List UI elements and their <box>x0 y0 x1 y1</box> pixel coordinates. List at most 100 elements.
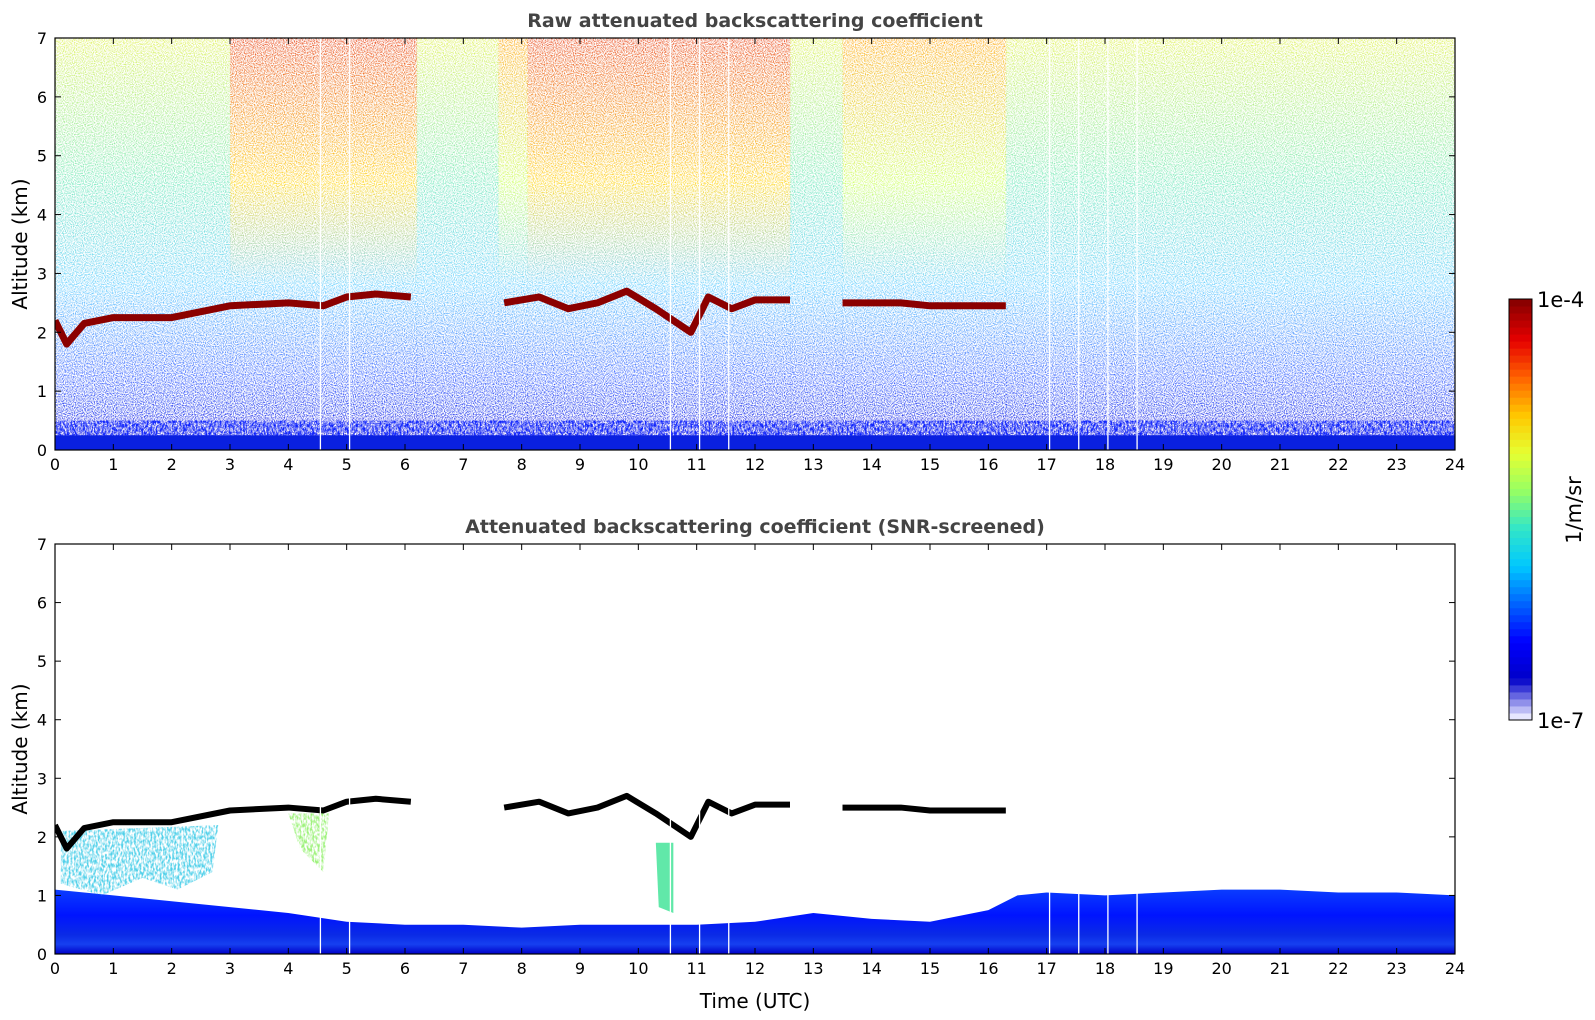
raw-heatmap-segment <box>527 38 791 450</box>
colorbar-band <box>1509 320 1532 328</box>
x-tick-label: 20 <box>1211 455 1231 474</box>
screened-cloud-layer <box>55 792 1006 852</box>
y-tick-label: 2 <box>37 828 47 847</box>
x-tick-label: 21 <box>1270 959 1290 978</box>
raw-y-ticks: 0 1 2 3 4 5 6 7 <box>37 29 1455 460</box>
x-tick-label: 13 <box>803 959 823 978</box>
raw-heatmap <box>55 38 1455 450</box>
y-tick-label: 0 <box>37 945 47 964</box>
raw-heatmap-segment <box>498 38 528 450</box>
screened-y-ticks: 0 1 2 3 4 5 6 7 <box>37 535 1455 964</box>
colorbar-unit-label: 1/m/sr <box>1562 476 1586 544</box>
x-tick-label: 20 <box>1211 959 1231 978</box>
x-tick-label: 8 <box>517 959 527 978</box>
colorbar-band <box>1509 411 1532 419</box>
x-tick-label: 10 <box>628 455 648 474</box>
x-axis-label: Time (UTC) <box>699 989 811 1013</box>
x-tick-label: 14 <box>861 959 881 978</box>
colorbar-band <box>1509 642 1532 651</box>
colorbar-band <box>1509 677 1532 686</box>
y-tick-label: 6 <box>37 88 47 107</box>
x-tick-label: 7 <box>458 959 468 978</box>
colorbar-band <box>1509 369 1532 377</box>
colorbar-band <box>1509 670 1532 679</box>
x-tick-label: 12 <box>745 959 765 978</box>
x-tick-label: 19 <box>1153 959 1173 978</box>
colorbar-band <box>1509 544 1532 553</box>
x-tick-label: 1 <box>108 455 118 474</box>
x-tick-label: 10 <box>628 959 648 978</box>
x-tick-label: 1 <box>108 959 118 978</box>
colorbar-band <box>1509 705 1532 714</box>
colorbar-band <box>1509 439 1532 447</box>
colorbar-max-label: 1e-4 <box>1537 288 1584 312</box>
x-tick-label: 2 <box>167 959 177 978</box>
colorbar-band <box>1509 299 1532 307</box>
colorbar-band <box>1509 306 1532 314</box>
y-tick-label: 5 <box>37 652 47 671</box>
colorbar-band <box>1509 488 1532 496</box>
colorbar-band <box>1509 481 1532 489</box>
cloud-base-line <box>503 287 790 336</box>
x-tick-label: 12 <box>745 455 765 474</box>
x-tick-label: 11 <box>686 959 706 978</box>
x-tick-label: 22 <box>1328 455 1348 474</box>
colorbar-band <box>1509 537 1532 546</box>
x-tick-label: 15 <box>920 455 940 474</box>
x-tick-label: 23 <box>1386 455 1406 474</box>
colorbar-band <box>1509 460 1532 468</box>
x-tick-label: 6 <box>400 455 410 474</box>
y-tick-label: 7 <box>37 535 47 554</box>
raw-heatmap-segment <box>55 38 231 450</box>
colorbar-band <box>1509 600 1532 609</box>
colorbar-band <box>1509 593 1532 602</box>
x-tick-label: 16 <box>978 959 998 978</box>
colorbar-band <box>1509 348 1532 356</box>
raw-data-gaps <box>319 38 1138 450</box>
screened-panel-title: Attenuated backscattering coefficient (S… <box>465 516 1045 538</box>
aerosol-plume <box>655 842 674 913</box>
colorbar-band <box>1509 502 1532 510</box>
x-tick-label: 0 <box>50 455 60 474</box>
colorbar-band <box>1509 334 1532 342</box>
screened-heatmap <box>55 544 1455 954</box>
colorbar-band <box>1509 495 1532 503</box>
aerosol-plume <box>60 825 219 896</box>
raw-x-ticks: 0 1 2 3 4 5 6 7 8 9 10 11 12 13 14 15 16 17 18 19 20 21 22 23 24 <box>50 38 1465 474</box>
screened-data-gaps <box>319 544 1138 954</box>
colorbar-band <box>1509 390 1532 398</box>
x-tick-label: 3 <box>225 455 235 474</box>
y-tick-label: 1 <box>37 886 47 905</box>
x-tick-label: 24 <box>1445 959 1465 978</box>
colorbar-band <box>1509 523 1532 532</box>
aerosol-plume <box>288 813 330 872</box>
colorbar-band <box>1509 516 1532 525</box>
x-tick-label: 22 <box>1328 959 1348 978</box>
raw-panel-title: Raw attenuated backscattering coefficien… <box>527 10 983 32</box>
screened-boundary-layer <box>55 889 1455 954</box>
colorbar-band <box>1509 635 1532 644</box>
colorbar-band <box>1509 397 1532 405</box>
x-tick-label: 7 <box>458 455 468 474</box>
colorbar-band <box>1509 691 1532 700</box>
x-tick-label: 23 <box>1386 959 1406 978</box>
x-tick-label: 18 <box>1095 959 1115 978</box>
x-tick-label: 15 <box>920 959 940 978</box>
colorbar-band <box>1509 698 1532 707</box>
raw-heatmap-segment <box>416 38 499 450</box>
x-tick-label: 16 <box>978 455 998 474</box>
colorbar-band <box>1509 614 1532 623</box>
x-tick-label: 9 <box>575 455 585 474</box>
colorbar-band <box>1509 425 1532 433</box>
cloud-base-line <box>842 299 1006 310</box>
cloud-base-line <box>842 804 1006 814</box>
colorbar-band <box>1509 383 1532 391</box>
colorbar-frame <box>1508 298 1533 721</box>
y-tick-label: 6 <box>37 594 47 613</box>
x-tick-label: 5 <box>342 455 352 474</box>
screened-y-axis-label: Altitude (km) <box>8 683 32 814</box>
y-tick-label: 4 <box>37 711 47 730</box>
raw-y-axis-label: Altitude (km) <box>8 178 32 309</box>
colorbar-band <box>1509 684 1532 693</box>
